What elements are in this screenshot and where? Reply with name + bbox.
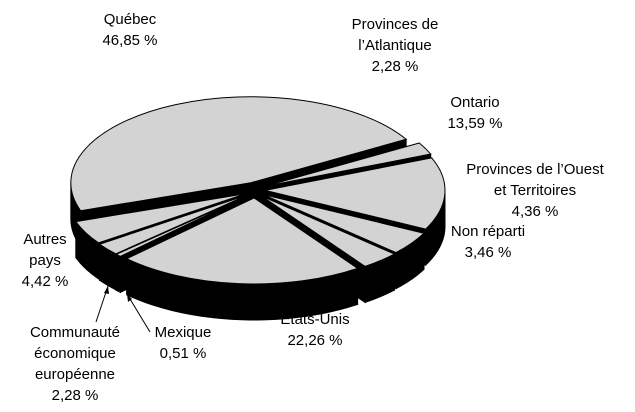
slice-label: Communauté économique européenne — [30, 324, 120, 383]
slice-top — [115, 195, 249, 257]
slice-label: Provinces de l’Ouest et Territoires — [466, 161, 604, 199]
slice-label: Non réparti — [451, 223, 525, 240]
label-line: Non réparti — [451, 223, 525, 240]
slice-top — [264, 157, 446, 230]
label-line: l’Atlantique — [358, 37, 431, 54]
label-line: Communauté — [30, 324, 120, 341]
label-line: pays — [29, 252, 61, 269]
label-line: Autres — [23, 231, 66, 248]
slice-top — [75, 193, 247, 244]
value-label: 2,28 % — [372, 58, 419, 75]
value-label: 3,46 % — [465, 244, 512, 261]
slice-top — [263, 142, 432, 187]
slice-label: Ontario — [450, 94, 499, 111]
label-line: Québec — [104, 11, 157, 28]
label-line: Ontario — [450, 94, 499, 111]
arrow-head — [127, 294, 132, 302]
pie-slice — [125, 197, 359, 321]
value-label: 2,28 % — [52, 387, 99, 404]
slice-label: Autres pays — [23, 231, 66, 269]
slice-top — [261, 195, 396, 267]
value-label: 46,85 % — [102, 32, 157, 49]
label-line: économique — [34, 345, 116, 362]
slice-top — [98, 194, 248, 255]
value-label: 4,42 % — [22, 273, 69, 290]
value-label: 13,59 % — [447, 115, 502, 132]
value-label: 22,26 % — [287, 332, 342, 349]
value-label: 4,36 % — [512, 203, 559, 220]
slice-label: Mexique — [155, 324, 212, 341]
slice-top — [70, 96, 408, 212]
label-line: européenne — [35, 366, 115, 383]
label-line: et Territoires — [494, 182, 576, 199]
slice-side — [115, 253, 121, 294]
slice-label: Québec — [104, 11, 157, 28]
leader-arrow — [126, 293, 151, 333]
arrow-head — [104, 286, 109, 294]
label-line: Provinces de l’Ouest — [466, 161, 604, 178]
slice-label: États-Unis — [280, 311, 349, 328]
label-line: Provinces de — [352, 16, 439, 33]
slice-top — [125, 197, 359, 285]
slice-top — [263, 194, 425, 254]
value-label: 0,51 % — [160, 345, 207, 362]
label-line: Mexique — [155, 324, 212, 341]
slice-label: Provinces de l’Atlantique — [352, 16, 439, 54]
label-line: États-Unis — [280, 311, 349, 328]
